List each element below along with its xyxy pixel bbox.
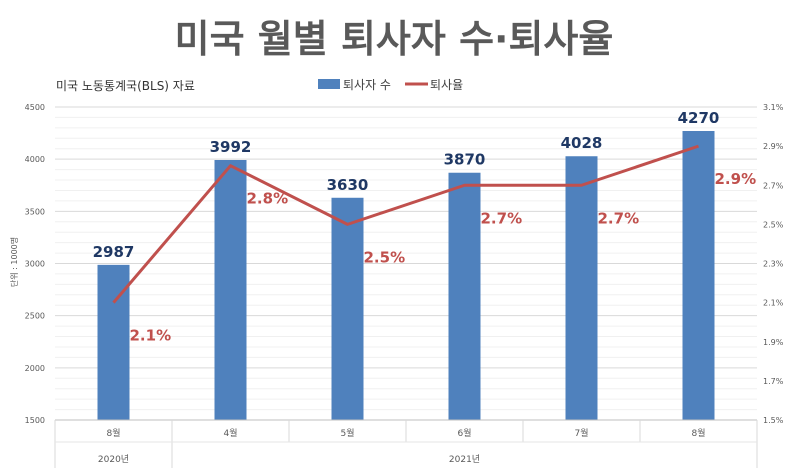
left-tick-label: 4500 xyxy=(25,103,45,112)
right-tick-label: 2.1% xyxy=(763,299,784,308)
gridlines xyxy=(55,106,757,421)
bar xyxy=(448,172,481,420)
x-tick-label: 6월 xyxy=(457,427,471,439)
left-tick-label: 2000 xyxy=(25,364,45,373)
rate-value-label: 2.8% xyxy=(247,190,289,208)
data-labels: 2987 3992 3630 3870 4028 4270 2.1% 2.8% 2.5% 2.7%… xyxy=(93,109,756,345)
right-tick-label: 2.9% xyxy=(763,142,784,151)
year-group-label: 2021년 xyxy=(449,454,480,465)
x-axis: 8월 4월 5월 6월 7월 8월 2020년 2021년 xyxy=(54,419,758,468)
rate-value-label: 2.5% xyxy=(364,248,406,266)
x-tick-label: 5월 xyxy=(340,427,354,439)
x-tick-label: 4월 xyxy=(223,427,237,439)
rate-value-label: 2.7% xyxy=(481,209,523,227)
right-tick-label: 2.5% xyxy=(763,220,784,229)
rate-line xyxy=(112,144,699,304)
right-tick-label: 1.9% xyxy=(763,338,784,347)
x-tick-label: 8월 xyxy=(106,427,120,439)
bar-value-label: 2987 xyxy=(93,243,135,261)
bar-value-label: 3870 xyxy=(444,151,486,169)
bar xyxy=(565,156,598,420)
left-axis: 1500 2000 2500 3000 3500 4000 4500 xyxy=(25,103,45,425)
legend-line-label: 퇴사율 xyxy=(430,78,463,92)
rate-polyline xyxy=(112,144,699,304)
bar-value-label: 4270 xyxy=(678,109,720,127)
left-tick-label: 1500 xyxy=(25,416,45,425)
legend-bar-label: 퇴사자 수 xyxy=(343,78,391,92)
bars xyxy=(97,130,715,420)
right-tick-label: 3.1% xyxy=(763,103,784,112)
legend-bar-swatch xyxy=(318,79,340,89)
left-tick-label: 4000 xyxy=(25,155,45,164)
bar-value-label: 3992 xyxy=(210,138,252,156)
x-tick-label: 8월 xyxy=(691,427,705,439)
y-axis-label: 단위 : 1000명 xyxy=(9,237,19,287)
source-note: 미국 노동통계국(BLS) 자료 xyxy=(56,79,195,93)
bar xyxy=(331,197,364,420)
left-tick-label: 3000 xyxy=(25,260,45,269)
right-tick-label: 1.7% xyxy=(763,377,784,386)
bar-value-label: 4028 xyxy=(561,134,603,152)
right-tick-label: 2.7% xyxy=(763,181,784,190)
rate-value-label: 2.1% xyxy=(130,327,172,345)
right-tick-label: 2.3% xyxy=(763,260,784,269)
left-tick-label: 3500 xyxy=(25,207,45,216)
bar-value-label: 3630 xyxy=(327,176,369,194)
left-tick-label: 2500 xyxy=(25,312,45,321)
bar xyxy=(214,160,247,420)
rate-value-label: 2.9% xyxy=(715,170,757,188)
chart-title: 미국 월별 퇴사자 수·퇴사율 xyxy=(175,17,614,61)
bar xyxy=(682,130,715,420)
rate-value-label: 2.7% xyxy=(598,209,640,227)
x-tick-label: 7월 xyxy=(574,427,588,439)
year-group-label: 2020년 xyxy=(98,454,129,465)
right-axis: 1.5% 1.7% 1.9% 2.1% 2.3% 2.5% 2.7% 2.9% 3.1% xyxy=(763,103,784,425)
legend: 퇴사자 수 퇴사율 xyxy=(318,78,463,92)
right-tick-label: 1.5% xyxy=(763,416,784,425)
